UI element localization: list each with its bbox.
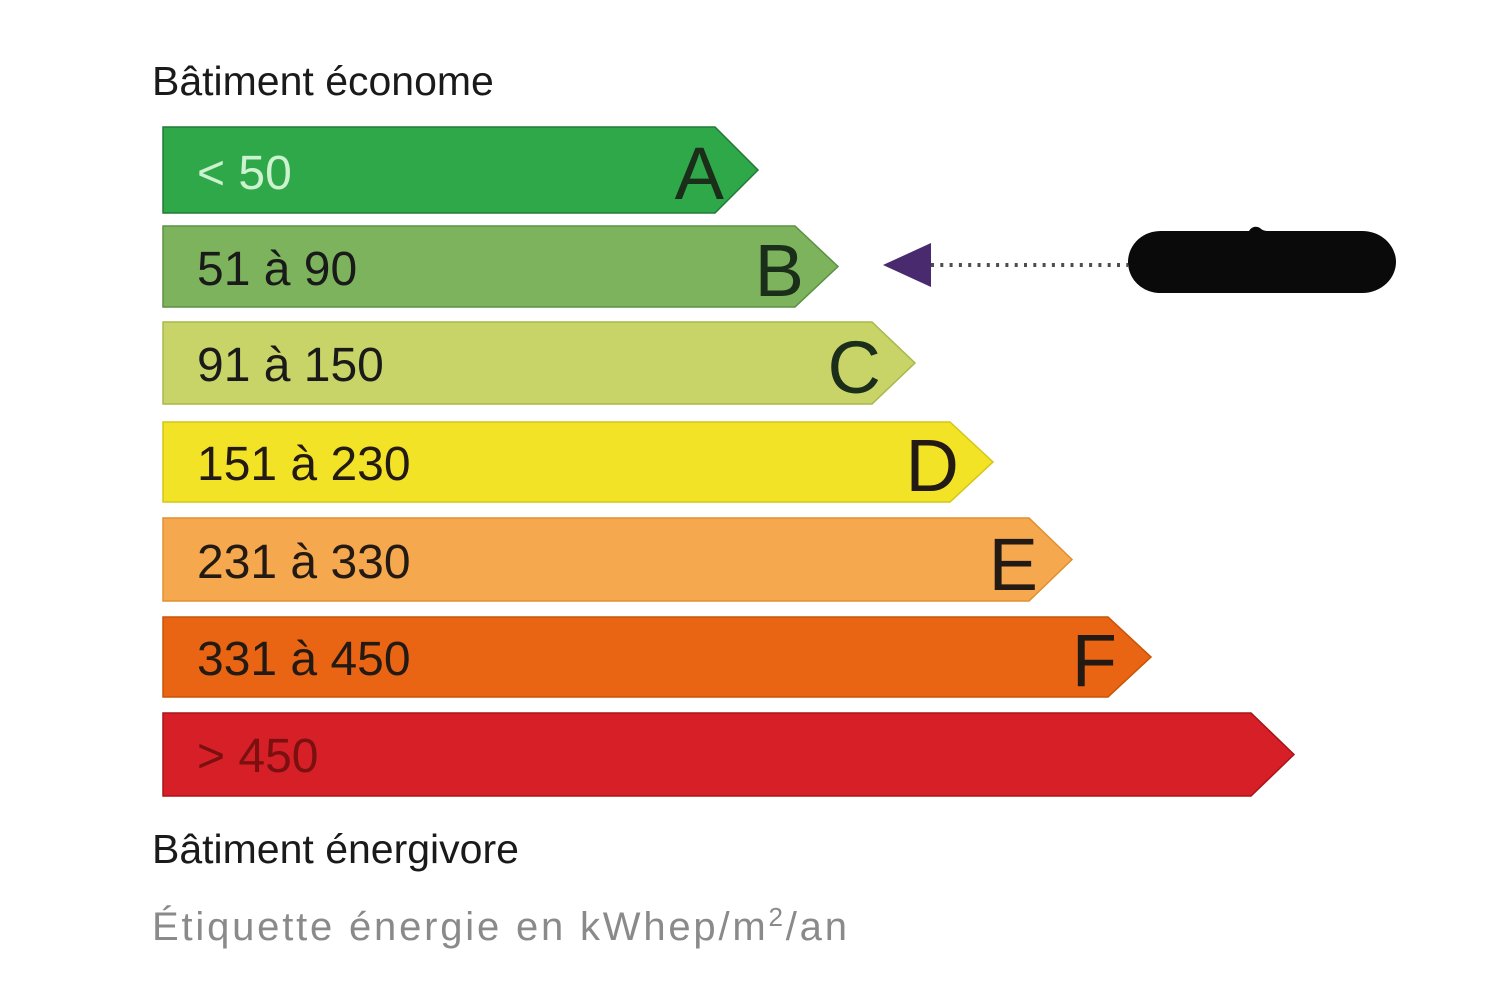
svg-text:D: D — [906, 424, 959, 507]
svg-text:< 50: < 50 — [197, 147, 292, 200]
svg-text:B: B — [755, 229, 804, 312]
svg-text:F: F — [1072, 619, 1117, 702]
svg-text:51 à 90: 51 à 90 — [197, 243, 357, 296]
svg-text:331 à 450: 331 à 450 — [197, 633, 411, 686]
svg-text:C: C — [828, 326, 881, 409]
svg-text:E: E — [989, 523, 1038, 606]
svg-text:Bâtiment économe: Bâtiment économe — [152, 58, 494, 104]
svg-text:151 à 230: 151 à 230 — [197, 438, 411, 491]
svg-text:91 à 150: 91 à 150 — [197, 339, 384, 392]
svg-text:A: A — [675, 132, 725, 215]
svg-text:Bâtiment énergivore: Bâtiment énergivore — [152, 826, 519, 872]
svg-text:231 à 330: 231 à 330 — [197, 536, 411, 589]
svg-text:> 450: > 450 — [197, 730, 318, 783]
svg-text:Étiquette énergie en kWhep/m2/: Étiquette énergie en kWhep/m2/an — [152, 902, 850, 949]
